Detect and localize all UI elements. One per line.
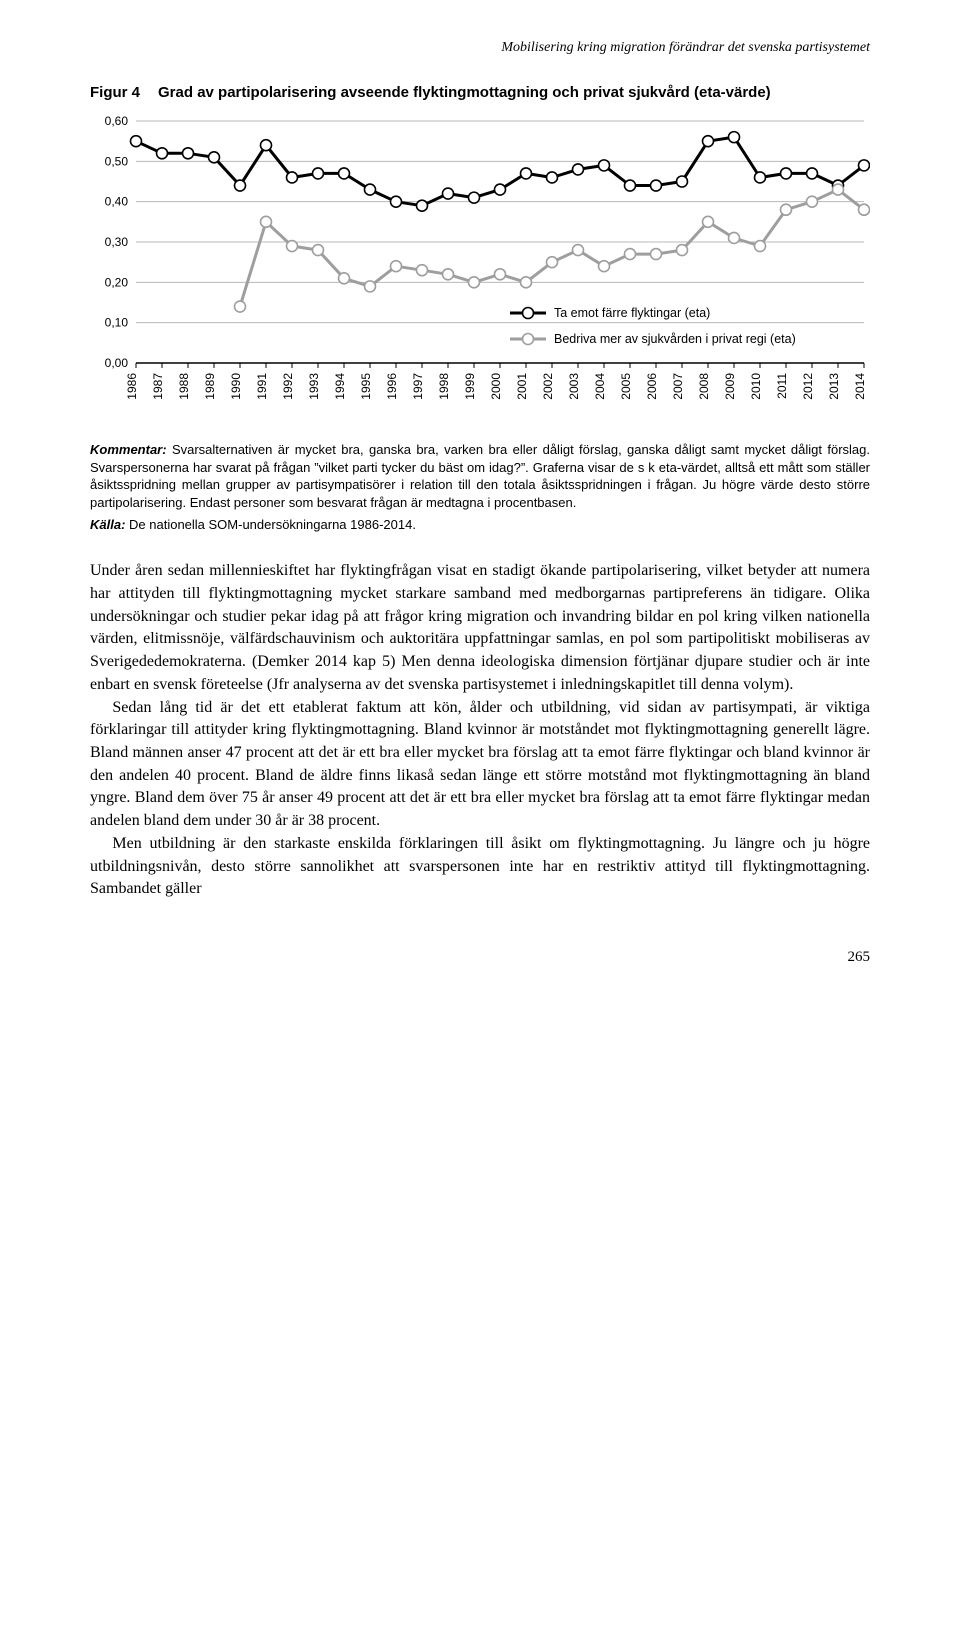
page-number: 265: [90, 949, 870, 966]
commentary-lead: Kommentar:: [90, 442, 167, 457]
svg-text:1998: 1998: [437, 373, 451, 400]
svg-text:1997: 1997: [411, 373, 425, 400]
svg-text:2014: 2014: [853, 373, 867, 400]
svg-text:Bedriva mer av sjukvården i pr: Bedriva mer av sjukvården i privat regi …: [554, 332, 796, 346]
svg-text:0,10: 0,10: [105, 316, 129, 330]
running-head: Mobilisering kring migration förändrar d…: [90, 40, 870, 56]
figure-label: Figur 4: [90, 84, 140, 101]
source-text: De nationella SOM-undersökningarna 1986-…: [125, 517, 416, 532]
svg-text:0,30: 0,30: [105, 235, 129, 249]
svg-text:1989: 1989: [203, 373, 217, 400]
svg-text:2011: 2011: [775, 373, 789, 399]
svg-text:0,60: 0,60: [105, 114, 129, 128]
svg-text:2010: 2010: [749, 373, 763, 400]
commentary: Kommentar: Svarsalternativen är mycket b…: [90, 441, 870, 511]
svg-text:0,40: 0,40: [105, 195, 129, 209]
source-lead: Källa:: [90, 517, 125, 532]
svg-text:2000: 2000: [489, 373, 503, 400]
body-paragraph: Men utbildning är den starkaste enskilda…: [90, 833, 870, 901]
svg-text:2012: 2012: [801, 373, 815, 400]
svg-text:1991: 1991: [255, 373, 269, 400]
svg-text:1994: 1994: [333, 373, 347, 400]
svg-text:2004: 2004: [593, 373, 607, 400]
svg-text:2005: 2005: [619, 373, 633, 400]
svg-text:0,50: 0,50: [105, 154, 129, 168]
svg-text:1990: 1990: [229, 373, 243, 400]
source-line: Källa: De nationella SOM-undersökningarn…: [90, 517, 870, 532]
body-paragraph: Sedan lång tid är det ett etablerat fakt…: [90, 697, 870, 833]
svg-text:2002: 2002: [541, 373, 555, 400]
svg-text:1987: 1987: [151, 373, 165, 400]
svg-text:Ta emot färre flyktingar (eta): Ta emot färre flyktingar (eta): [554, 306, 710, 320]
commentary-text: Svarsalternativen är mycket bra, ganska …: [90, 442, 870, 510]
svg-text:1986: 1986: [125, 373, 139, 400]
svg-text:2006: 2006: [645, 373, 659, 400]
svg-text:1992: 1992: [281, 373, 295, 400]
svg-text:2001: 2001: [515, 373, 529, 400]
svg-text:2009: 2009: [723, 373, 737, 400]
svg-text:2008: 2008: [697, 373, 711, 400]
line-chart: 0,00 0,10 0,20 0,30 0,40 0,50 0,60 1986 1987 1988…: [90, 113, 870, 423]
svg-text:2003: 2003: [567, 373, 581, 400]
chart-container: 0,00 0,10 0,20 0,30 0,40 0,50 0,60 1986 1987 1988…: [90, 113, 870, 423]
figure-caption: Figur 4 Grad av partipolarisering avseen…: [90, 84, 870, 101]
svg-text:0,00: 0,00: [105, 356, 129, 370]
figure-title: Grad av partipolarisering avseende flykt…: [158, 84, 870, 101]
svg-text:2007: 2007: [671, 373, 685, 400]
svg-text:1988: 1988: [177, 373, 191, 400]
svg-text:2013: 2013: [827, 373, 841, 400]
svg-text:1996: 1996: [385, 373, 399, 400]
svg-text:0,20: 0,20: [105, 275, 129, 289]
svg-text:1993: 1993: [307, 373, 321, 400]
body-paragraph: Under åren sedan millennieskiftet har fl…: [90, 560, 870, 696]
svg-text:1995: 1995: [359, 373, 373, 400]
svg-text:1999: 1999: [463, 373, 477, 400]
